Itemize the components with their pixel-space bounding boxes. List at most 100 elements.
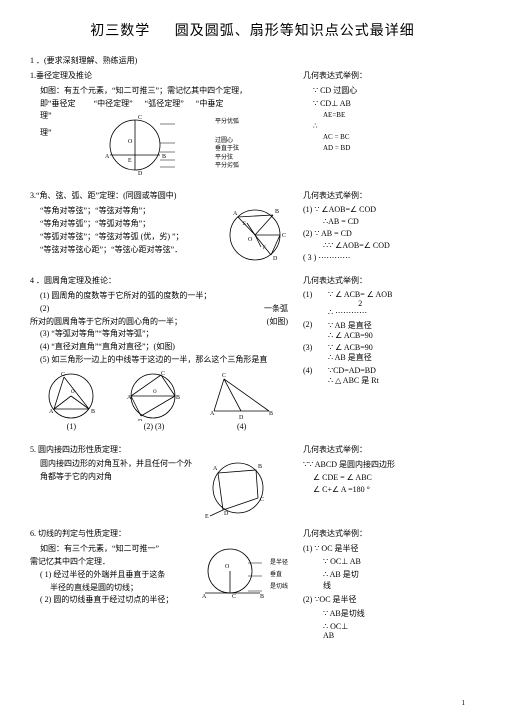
s3-right: 几何表达式举例： (1) ∵ ∠AOB=∠ COD ∴AB = CD (2) ∵… [303,190,475,262]
s5-r1: ∵∵ ABCD 是圆内接四边形 [303,459,475,470]
svg-text:B: B [269,411,273,417]
s5-l1: 圆内接四边形的对角互补，并且任何一个外 [30,458,198,471]
section-6: 6. 切线的判定与性质定理： 如图：有三个元素，“知二可推一” 需记忆其中四个定… [30,528,288,607]
section-3: 3.“角、弦、弧、距”定理：(同圆或等圆中) “等角对等弦”；“等弦对等角”； … [30,190,288,265]
svg-text:D: D [138,171,143,177]
s4-r3c: ∴ AB 是直径 [328,352,373,363]
s4-r3b: ∵ ∠ ACB=90 [328,343,373,352]
svg-text:O: O [248,237,253,243]
s6-head: 6. 切线的判定与性质定理： [30,528,288,541]
s4-r2: (2) [303,320,328,329]
section-5: 5. 圆内接四边形性质定理： 圆内接四边形的对角互补，并且任何一个外 角都等于它… [30,444,288,519]
svg-text:O: O [225,564,230,570]
s4-fig3: A B C D [209,371,274,421]
section-4: 4 ．圆周角定理及推论： (1) 圆周角的度数等于它所对的弧的度数的一半； (2… [30,275,288,433]
s4-r1: (1) [303,290,328,299]
section-1: 1.垂径定理及推论 如图：有五个元素，“知二可推三”；需记忆其中四个定理， 即“… [30,70,288,180]
s4-r2b: ∵ AB 是直径 [328,320,373,331]
s4-c1: (1) [44,421,99,434]
s6-figure: O A B C [200,543,270,603]
svg-text:D: D [273,256,278,262]
s6-rt: 几何表达式举例： [303,528,475,539]
svg-text:A: A [210,411,215,417]
s4-l2c: (如图) [267,316,288,329]
svg-text:A: A [233,211,238,217]
s4-r1d: ∴ ⋯⋯⋯⋯ [328,308,392,317]
s5-right: 几何表达式举例： ∵∵ ABCD 是圆内接四边形 ∠ CDE = ∠ ABC ∠… [303,444,475,494]
s6-r4: (2) ∵OC 是半径 [303,594,475,605]
s1-line1: 如图：有五个元素，“知二可推三”；需记忆其中四个定理， [30,85,288,98]
s1-t2b: “中径定理” [94,98,133,111]
s1-t4: 理” [40,127,55,140]
svg-text:C: C [138,115,142,121]
svg-text:B: B [176,395,180,401]
s5-rt: 几何表达式举例： [303,444,475,455]
svg-text:C: C [260,497,264,503]
s4-r1b: ∵ ∠ ACB= ∠ AOB [328,290,392,299]
s5-r2: ∠ CDE = ∠ ABC [303,473,475,482]
s4-l2b: 一条弧 [264,303,288,316]
s4-r4b: ∵CD=AD=BD [328,366,379,375]
s3-r1: (1) ∵ ∠AOB=∠ COD [303,205,475,214]
s4-right: 几何表达式举例： (1) ∵ ∠ ACB= ∠ AOB 2 ∴ ⋯⋯⋯⋯ (2)… [303,275,475,386]
svg-text:B: B [91,409,95,415]
s6-r6: ∴ OC⊥ [303,622,475,631]
s1-fl2: 过圆心 [215,137,239,145]
svg-text:B: B [275,209,279,215]
s3-r5: ( 3 ) ⋯⋯⋯⋯ [303,253,475,262]
s6-l4: ( 2) 圆的切线垂直于经过切点的半径； [30,594,200,607]
svg-text:D: D [138,419,143,421]
s5-head: 5. 圆内接四边形性质定理： [30,444,288,457]
s5-figure: A B C D E [198,458,278,518]
s6-r5: ∵ AB是切线 [303,608,475,619]
svg-text:C: C [222,373,226,379]
s4-head: 4 ．圆周角定理及推论： [30,275,288,288]
s1-head: 1.垂径定理及推论 [30,70,288,83]
s6-r2: ∵ OC⊥ AB [303,557,475,566]
s4-l4: (3) “等弧对等角”“等角对等弧”； [30,328,288,341]
s6-fl3: 是切线 [270,581,288,593]
s6-l2: 需记忆其中四个定理． [30,556,200,569]
s1-fl1: 平分优弧 [215,118,239,126]
s4-rt: 几何表达式举例： [303,275,475,286]
svg-text:C: C [232,594,236,600]
s1-t3: 理” [40,110,55,123]
s4-r4c: ∴ △ ABC 是 Rt [328,375,379,386]
s1-r1: ∵ CD 过圆心 [303,85,475,96]
s1-fl3: 垂直于弦 [215,145,239,153]
s1-r3: AE=BE [303,111,475,119]
s4-l2: (2) [40,303,49,316]
s3-r3: (2) ∵ AB = CD [303,229,475,238]
svg-text:C: C [161,371,165,377]
title-left: 初三数学 [90,24,150,39]
s1-t2d: “中垂定 [196,98,224,111]
s6-r3: ∴ AB 是切 [303,569,475,580]
svg-text:C: C [282,233,286,239]
s4-c3: (4) [209,421,274,434]
s6-r3b: 线 [303,580,475,591]
svg-text:A: A [127,395,132,401]
s1-right: 几何表达式举例： ∵ CD 过圆心 ∵ CD⊥ AB AE=BE ∴ AC = … [303,70,475,152]
s3-figure: A B C D O E F [223,205,288,265]
s3-r2: ∴AB = CD [303,217,475,226]
s3-r4: ∴∵ ∠AOB=∠ COD [303,241,475,250]
s1-r2: ∵ CD⊥ AB [303,99,475,108]
svg-text:E: E [205,514,209,518]
s4-l1: (1) 圆周角的度数等于它所对的弧的度数的一半； [30,290,288,303]
s6-l3b: 半径的直线是圆的切线； [30,582,200,595]
preface: 1 ．(要求深刻理解、熟练运用) [30,55,475,66]
s4-r3: (3) [303,343,328,352]
s4-c2: (2) (3) [126,421,181,434]
svg-text:B: B [258,464,262,470]
svg-text:O: O [128,139,133,145]
s1-r6: AD = BD [303,144,475,152]
s3-rt: 几何表达式举例： [303,190,475,201]
svg-text:B: B [162,154,166,160]
svg-text:E: E [128,158,132,164]
s6-fl1: 是半径 [270,557,288,569]
s4-r4: (4) [303,366,328,375]
svg-text:D: D [224,511,229,517]
s1-fl5: 平分劣弧 [215,162,239,170]
s6-r1: (1) ∵ OC 是半径 [303,543,475,554]
svg-text:A: A [202,594,207,600]
